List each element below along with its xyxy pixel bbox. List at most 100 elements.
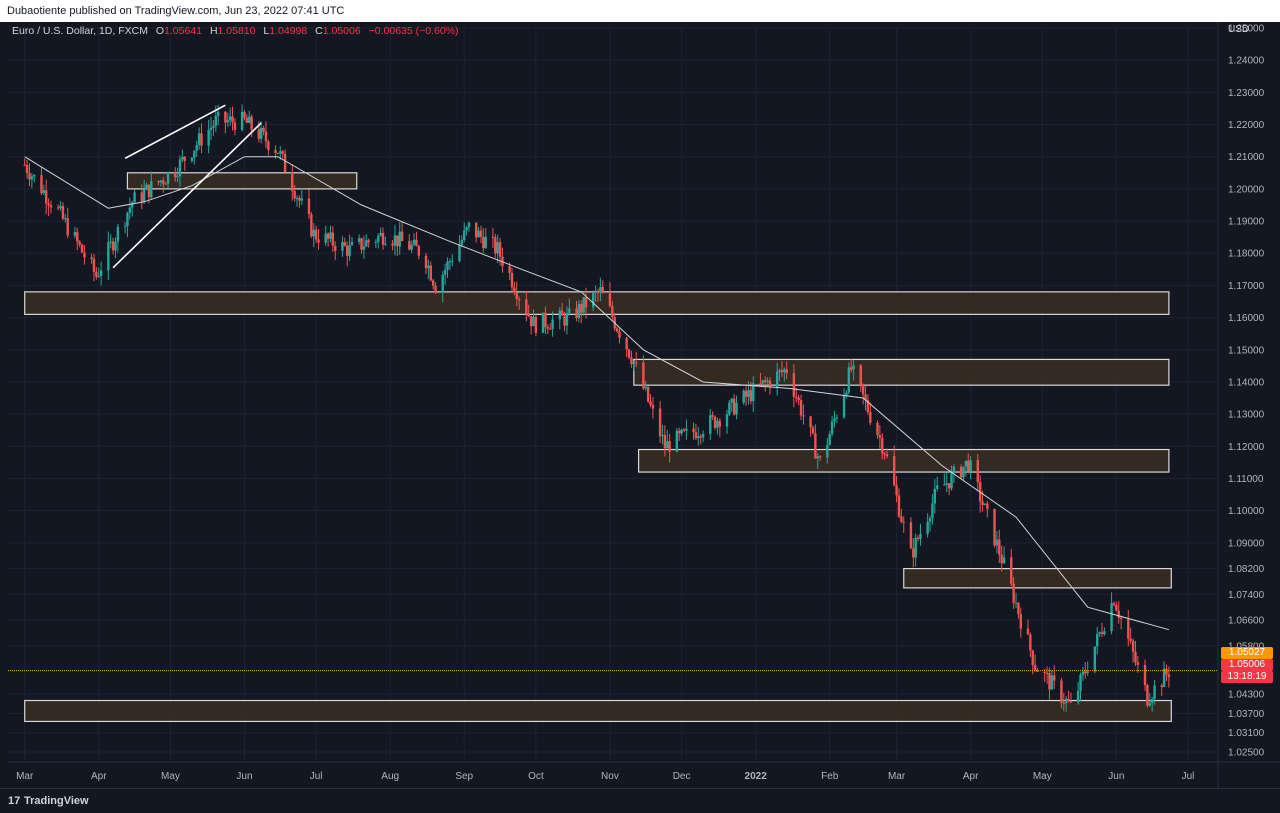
candle-body [1093, 646, 1097, 672]
candle-body [427, 265, 430, 269]
candle-body [307, 198, 311, 215]
candle-body [424, 255, 428, 269]
candle-body [415, 239, 418, 247]
change-value: −0.00635 (−0.60%) [368, 25, 459, 37]
candle-body [1060, 680, 1063, 703]
candle-body [525, 299, 528, 315]
candle-body [618, 331, 621, 338]
candle-body [1103, 631, 1106, 635]
candle-body [709, 415, 712, 435]
trendline[interactable] [124, 104, 226, 160]
publisher-note: Dubaotiente published on TradingView.com… [7, 5, 345, 17]
candle-body [761, 380, 765, 384]
price-tick-label: 1.20000 [1228, 184, 1265, 195]
price-tick-label: 1.17000 [1228, 281, 1265, 292]
candle-body [350, 241, 354, 246]
candle-body [190, 157, 194, 161]
candle-body [1167, 674, 1171, 678]
candle-body [725, 414, 729, 427]
candle-body [993, 508, 996, 546]
candle-body [881, 437, 884, 454]
candle-body [950, 472, 953, 489]
candle-body [716, 420, 719, 428]
candle-body [126, 212, 129, 227]
chart-area[interactable]: 1.25000 1.24000 1.23000 1.22000 1.21000 1.200… [0, 22, 1280, 788]
support-resistance-zone[interactable] [638, 448, 1170, 473]
candle-body [1050, 675, 1054, 690]
candle-body [111, 241, 115, 251]
candle-body [374, 241, 378, 243]
candle-body [1019, 614, 1022, 629]
candle-body [310, 214, 313, 237]
candle-body [259, 127, 263, 139]
candle-body [326, 233, 330, 239]
candle-body [293, 190, 296, 199]
candle-body [1143, 664, 1147, 686]
candle-body [928, 518, 932, 522]
candle-body [281, 151, 284, 154]
trendline[interactable] [112, 122, 262, 269]
candle-body [1096, 633, 1099, 647]
candle-body [735, 402, 738, 415]
candle-body [262, 127, 265, 132]
candle-body [711, 415, 714, 417]
price-tick-label: 1.24000 [1228, 56, 1265, 67]
candle-body [133, 192, 136, 203]
candle-body [678, 430, 681, 434]
low-value: 1.04998 [269, 25, 308, 37]
candle-body [642, 362, 645, 389]
candle-body [926, 521, 929, 534]
tradingview-brand[interactable]: 17 TradingView [8, 795, 89, 807]
open-value: 1.05641 [164, 25, 203, 37]
candle-body [797, 397, 800, 401]
high-value: 1.05810 [217, 25, 256, 37]
support-resistance-zone[interactable] [633, 358, 1170, 386]
candle-body [248, 116, 251, 123]
candle-body [560, 310, 564, 316]
price-tick-label: 1.02500 [1228, 748, 1265, 759]
candle-body [398, 231, 401, 247]
candle-body [897, 495, 901, 517]
candle-body [33, 175, 36, 177]
candle-body [544, 312, 547, 328]
candle-body [697, 436, 700, 439]
support-resistance-zone[interactable] [126, 172, 358, 190]
candle-body [1053, 675, 1056, 681]
candle-body [291, 172, 294, 191]
candle-body [935, 485, 939, 489]
candle-body [933, 488, 937, 504]
price-tick-label: 1.05800 [1228, 641, 1265, 652]
candle-body [551, 319, 554, 329]
candle-body [441, 274, 444, 293]
countdown-label: 13:18:19 [1221, 671, 1273, 683]
price-chart[interactable]: 1.25000 1.24000 1.23000 1.22000 1.21000 1.200… [0, 22, 1280, 788]
candle-body [448, 261, 452, 263]
candle-body [811, 427, 815, 434]
candle-body [541, 312, 545, 333]
candle-body [295, 197, 299, 199]
close-label: C [315, 25, 323, 37]
candle-body [546, 327, 550, 329]
candle-body [147, 184, 151, 198]
candle-body [157, 181, 160, 183]
candle-body [728, 402, 731, 415]
support-resistance-zone[interactable] [24, 291, 1170, 315]
candle-body [181, 156, 184, 160]
candle-body [694, 432, 698, 439]
candle-body [1148, 703, 1151, 706]
support-resistance-zone[interactable] [24, 699, 1172, 723]
candle-body [1127, 618, 1130, 639]
support-resistance-zone[interactable] [903, 567, 1172, 589]
price-tick-label: 1.23000 [1228, 88, 1265, 99]
candle-body [1081, 671, 1085, 675]
candle-body [228, 116, 232, 121]
candle-body [529, 316, 533, 327]
candle-body [594, 291, 597, 293]
candle-body [718, 420, 722, 427]
candle-body [859, 365, 862, 385]
candle-body [200, 133, 203, 146]
candle-body [644, 386, 647, 389]
candle-body [1026, 628, 1030, 635]
candle-body [1067, 698, 1070, 702]
candle-body [465, 227, 468, 231]
